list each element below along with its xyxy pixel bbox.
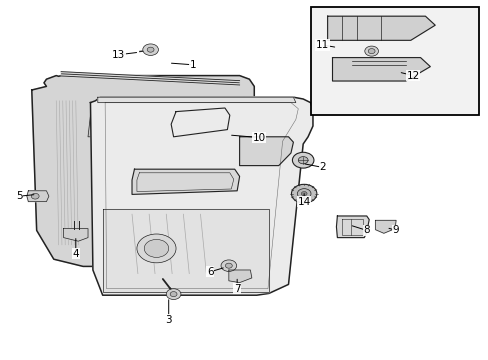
Polygon shape bbox=[98, 97, 295, 103]
Bar bbox=[310, 7, 478, 115]
Polygon shape bbox=[332, 58, 429, 81]
Circle shape bbox=[170, 292, 177, 297]
Circle shape bbox=[301, 192, 306, 196]
Circle shape bbox=[291, 184, 316, 203]
Text: 10: 10 bbox=[252, 132, 265, 143]
Ellipse shape bbox=[144, 170, 188, 197]
Text: 8: 8 bbox=[363, 225, 369, 235]
Polygon shape bbox=[228, 270, 251, 283]
Polygon shape bbox=[90, 97, 312, 295]
Circle shape bbox=[31, 193, 39, 199]
Text: 5: 5 bbox=[16, 191, 23, 201]
Ellipse shape bbox=[129, 112, 183, 148]
Text: 1: 1 bbox=[189, 60, 196, 70]
Circle shape bbox=[147, 47, 154, 52]
Polygon shape bbox=[239, 137, 293, 166]
Circle shape bbox=[144, 239, 168, 257]
Ellipse shape bbox=[137, 166, 195, 202]
Circle shape bbox=[364, 46, 378, 56]
Circle shape bbox=[142, 44, 158, 55]
Text: 9: 9 bbox=[392, 225, 399, 235]
Polygon shape bbox=[63, 229, 88, 241]
Circle shape bbox=[137, 234, 176, 263]
Polygon shape bbox=[195, 97, 249, 122]
Text: 11: 11 bbox=[315, 40, 329, 50]
Circle shape bbox=[297, 189, 310, 199]
Text: 12: 12 bbox=[406, 71, 419, 81]
Polygon shape bbox=[27, 191, 49, 202]
Text: 4: 4 bbox=[72, 249, 79, 259]
Text: 14: 14 bbox=[297, 197, 310, 207]
Text: 6: 6 bbox=[206, 267, 213, 277]
Text: 3: 3 bbox=[165, 315, 172, 325]
Polygon shape bbox=[102, 209, 268, 292]
Polygon shape bbox=[336, 216, 368, 238]
Circle shape bbox=[166, 289, 181, 300]
Ellipse shape bbox=[137, 116, 176, 143]
Text: 7: 7 bbox=[233, 284, 240, 294]
Polygon shape bbox=[132, 169, 239, 194]
Polygon shape bbox=[375, 220, 395, 233]
Circle shape bbox=[367, 49, 374, 54]
Text: 2: 2 bbox=[319, 162, 325, 172]
Polygon shape bbox=[327, 16, 434, 40]
Circle shape bbox=[221, 260, 236, 271]
Circle shape bbox=[298, 157, 307, 164]
Polygon shape bbox=[88, 108, 142, 137]
Polygon shape bbox=[171, 108, 229, 137]
Circle shape bbox=[292, 152, 313, 168]
Text: 13: 13 bbox=[112, 50, 125, 60]
Polygon shape bbox=[32, 76, 254, 281]
Circle shape bbox=[225, 263, 232, 268]
